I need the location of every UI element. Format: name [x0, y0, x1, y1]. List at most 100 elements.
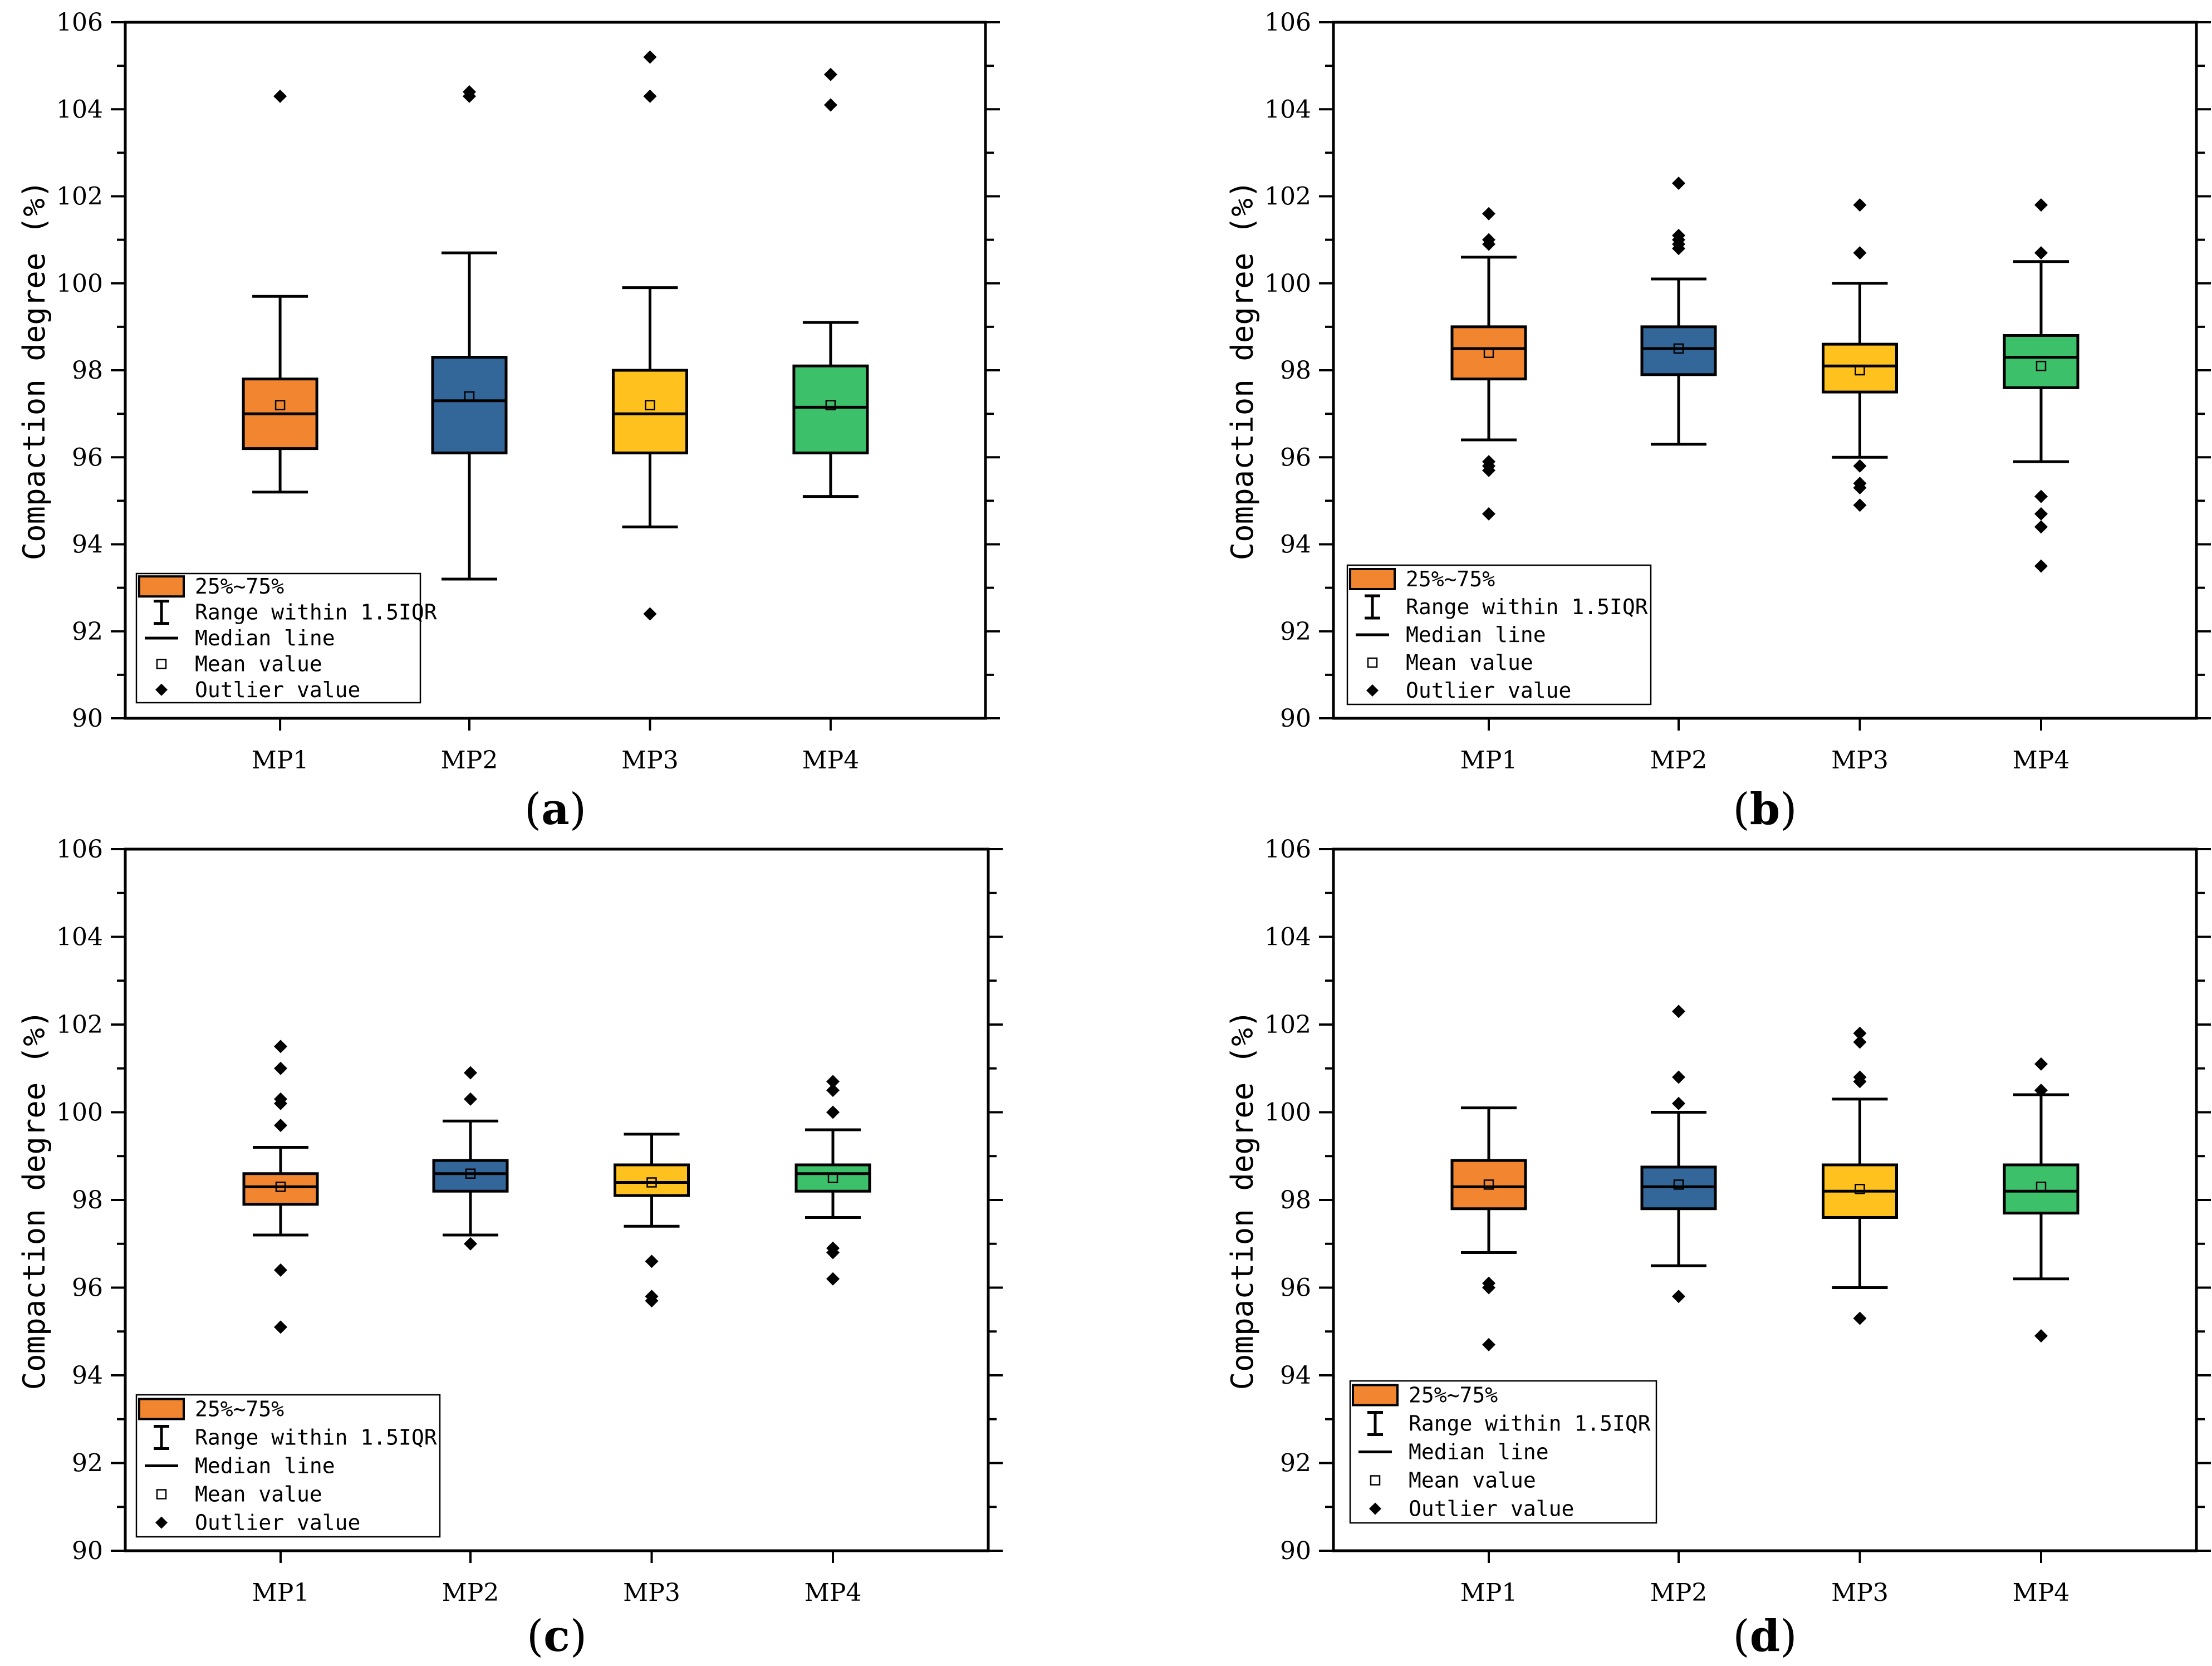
y-tick-label: 96	[1280, 443, 1311, 472]
y-tick-label: 102	[1264, 183, 1311, 211]
y-tick-label: 98	[1280, 356, 1311, 385]
outlier-marker	[1672, 1096, 1685, 1110]
legend-box-swatch	[138, 1398, 185, 1420]
y-tick-label: 90	[72, 704, 103, 733]
y-tick-label: 94	[1280, 531, 1311, 559]
legend-mean-symbol	[1370, 1475, 1381, 1486]
iqr-box	[792, 364, 869, 454]
mean-marker	[827, 1173, 838, 1183]
y-tick-label: 100	[56, 270, 103, 298]
iqr-box	[1450, 1159, 1527, 1211]
y-tick-label: 90	[1280, 704, 1311, 733]
y-axis-title: Compaction degree (%)	[17, 1010, 52, 1390]
y-tick-label: 96	[72, 1274, 103, 1302]
y-axis-title: Compaction degree (%)	[1225, 1010, 1260, 1390]
panel-c: 90 92 94 96 98 100 102 104 106 Compaction degree …	[17, 835, 1003, 1662]
y-tick-label: 102	[1264, 1011, 1311, 1039]
box-mp2	[1640, 177, 1717, 446]
legend-label-outlier: Outlier value	[195, 678, 360, 702]
box-mp1	[242, 89, 318, 494]
outlier-marker	[464, 1092, 477, 1106]
outlier-marker	[645, 1255, 659, 1268]
x-tick-label: MP4	[2013, 1579, 2070, 1607]
box-mp1	[1450, 207, 1527, 521]
mean-marker	[464, 391, 475, 402]
iqr-box	[432, 1159, 509, 1193]
mean-marker	[646, 1177, 657, 1188]
panel-label: (d)	[1733, 1611, 1797, 1662]
x-tick-label: MP2	[441, 746, 498, 775]
legend-mean-symbol	[156, 1489, 167, 1500]
mean-marker	[1483, 347, 1494, 358]
legend-label-median: Median line	[1406, 623, 1546, 647]
iqr-box	[1640, 325, 1717, 376]
box-mp3	[611, 50, 688, 621]
box-mp3	[614, 1133, 690, 1308]
outlier-marker	[1672, 1070, 1685, 1084]
legend-label-mean: Mean value	[195, 1482, 322, 1507]
box-mp3	[1822, 198, 1898, 512]
outlier-marker	[643, 607, 657, 621]
mean-marker	[465, 1168, 476, 1179]
outlier-marker	[1672, 177, 1685, 190]
y-axis-title: Compaction degree (%)	[17, 180, 52, 561]
legend-box-swatch	[138, 575, 185, 598]
box-mp2	[431, 85, 508, 581]
legend-label-median: Median line	[195, 626, 335, 650]
legend-label-range: Range within 1.5IQR	[195, 1425, 437, 1450]
outlier-marker	[463, 85, 476, 99]
mean-marker	[1855, 1184, 1865, 1194]
legend-mean-symbol	[156, 659, 167, 669]
y-tick-label: 98	[1280, 1186, 1311, 1214]
iqr-box	[431, 356, 508, 454]
legend-box-swatch	[1352, 1384, 1399, 1407]
outlier-marker	[2034, 246, 2048, 260]
y-tick-label: 96	[72, 443, 103, 472]
mean-marker	[274, 400, 286, 410]
x-tick-label: MP2	[1650, 1579, 1708, 1607]
y-tick-label: 100	[1264, 270, 1311, 298]
outlier-marker	[2034, 520, 2048, 534]
outlier-marker	[464, 1066, 477, 1080]
outlier-marker	[2034, 1084, 2048, 1097]
y-tick-label: 104	[56, 95, 103, 124]
y-axis-title: Compaction degree (%)	[1225, 180, 1260, 561]
legend-label-range: Range within 1.5IQR	[195, 600, 437, 625]
iqr-box	[1450, 325, 1527, 381]
outlier-marker	[1482, 207, 1495, 220]
box-mp4	[794, 1075, 871, 1286]
legend-mean-symbol	[1367, 657, 1378, 668]
y-tick-label: 102	[56, 1011, 103, 1039]
outlier-marker	[2034, 507, 2048, 521]
x-tick-label: MP2	[442, 1579, 499, 1607]
y-tick-label: 92	[72, 1449, 103, 1478]
y-tick-label: 104	[1264, 923, 1311, 952]
legend-label-range: Range within 1.5IQR	[1406, 595, 1648, 619]
legend-label-box: 25%~75%	[195, 574, 284, 599]
box-mp4	[2003, 1057, 2079, 1343]
outlier-marker	[1482, 507, 1495, 521]
outlier-marker	[823, 98, 837, 112]
legend-outlier-symbol	[155, 683, 168, 696]
x-tick-label: MP3	[1831, 746, 1889, 775]
outlier-marker	[274, 1263, 287, 1277]
legend-label-mean: Mean value	[195, 651, 322, 676]
outlier-marker	[1853, 246, 1867, 260]
iqr-box	[1822, 342, 1898, 394]
x-tick-label: MP1	[1460, 1579, 1518, 1607]
outlier-marker	[826, 1241, 840, 1255]
box-mp1	[1450, 1106, 1527, 1351]
outlier-marker	[1853, 459, 1867, 473]
outlier-marker	[826, 1105, 840, 1119]
panel-a: 90 92 94 96 98 100 102 104 106 Compaction degree …	[17, 8, 1000, 835]
legend-label-outlier: Outlier value	[1406, 678, 1571, 703]
outlier-marker	[1853, 1026, 1867, 1040]
x-tick-label: MP4	[805, 1579, 862, 1607]
legend-label-box: 25%~75%	[1409, 1383, 1498, 1408]
y-tick-label: 106	[1264, 8, 1311, 37]
outlier-marker	[1853, 477, 1867, 491]
